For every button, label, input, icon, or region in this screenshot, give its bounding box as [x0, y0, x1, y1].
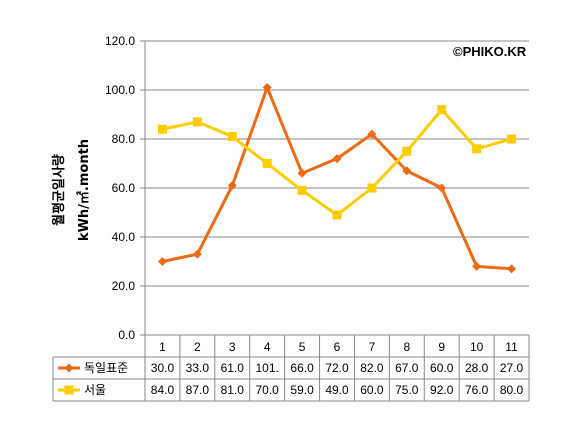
data-table-value: 60.0: [430, 361, 454, 375]
data-point-diamond: [472, 261, 482, 271]
y-tick-label: 40.0: [112, 230, 136, 244]
data-table-value: 72.0: [325, 361, 349, 375]
x-tick-label: 1: [159, 340, 166, 354]
data-point-diamond: [262, 83, 272, 93]
data-table-value: 76.0: [465, 383, 489, 397]
data-point-square: [367, 183, 377, 193]
data-table-value: 33.0: [186, 361, 210, 375]
data-point-diamond: [332, 154, 342, 164]
watermark: ©PHIKO.KR: [453, 44, 527, 59]
data-table-value: 87.0: [186, 383, 210, 397]
data-table-value: 82.0: [360, 361, 384, 375]
data-table-value: 84.0: [151, 383, 175, 397]
data-point-diamond: [157, 257, 167, 266]
x-tick-label: 4: [264, 340, 271, 354]
y-tick-label: 20.0: [112, 279, 136, 293]
data-point-square: [64, 385, 74, 395]
grid-layer: 0.0 20.0 40.0 60.0 80.0 100.0 120.0: [105, 34, 529, 342]
data-point-diamond: [64, 363, 74, 373]
x-tick-label: 10: [470, 340, 484, 354]
data-point-diamond: [402, 166, 412, 176]
data-table: 1 2 3 4 5 6 7 8 9 10 11 독일표준 30.0 33.0 61.0 101. 66.0 72.…: [52, 335, 530, 402]
data-table-value: 101.: [256, 361, 279, 375]
data-point-square: [262, 159, 272, 168]
data-point-diamond: [192, 249, 202, 259]
data-table-value: 59.0: [290, 383, 314, 397]
x-tick-label: 7: [369, 340, 376, 354]
data-table-value: 49.0: [325, 383, 349, 397]
series-line-0: [162, 86, 512, 271]
data-table-value: 67.0: [395, 361, 419, 375]
data-point-square: [437, 105, 447, 115]
data-table-value: 27.0: [500, 361, 524, 375]
data-point-diamond: [507, 264, 517, 274]
x-tick-label: 8: [403, 340, 410, 354]
y-tick-label: 80.0: [112, 132, 136, 146]
y-tick-label: 100.0: [105, 83, 135, 97]
y-axis-label-line1: 월평균일사량: [51, 154, 67, 226]
x-tick-label: 5: [299, 340, 306, 354]
data-point-square: [332, 210, 342, 220]
data-point-diamond: [437, 183, 447, 193]
y-tick-label: 120.0: [105, 34, 135, 48]
data-table-value: 61.0: [221, 361, 245, 375]
data-table-value: 70.0: [256, 383, 280, 397]
series-layer: [157, 83, 517, 274]
data-point-diamond: [227, 181, 237, 191]
data-table-value: 66.0: [290, 361, 314, 375]
data-point-diamond: [367, 129, 377, 139]
data-table-value: 28.0: [465, 361, 489, 375]
x-tick-label: 6: [334, 340, 341, 354]
data-point-square: [472, 144, 482, 154]
data-point-square: [402, 146, 412, 156]
x-tick-label: 3: [229, 340, 236, 354]
x-tick-label: 11: [505, 340, 518, 354]
data-point-square: [297, 185, 307, 195]
data-point-square: [227, 132, 237, 142]
legend-entry-label: 독일표준: [84, 361, 128, 375]
data-table-value: 75.0: [395, 383, 419, 397]
data-table-value: 80.0: [500, 383, 524, 397]
y-tick-label: 0.0: [118, 328, 135, 342]
data-point-square: [157, 124, 167, 134]
data-table-value: 81.0: [221, 383, 245, 397]
x-tick-label: 9: [438, 340, 445, 354]
data-table-value: 60.0: [360, 383, 384, 397]
y-tick-label: 60.0: [112, 181, 136, 195]
data-table-value: 30.0: [151, 361, 175, 375]
y-axis-label-line2: kWh/㎡.month: [76, 139, 92, 241]
legend-entry-label: 서울: [84, 383, 106, 397]
data-point-diamond: [297, 168, 307, 178]
data-table-value: 92.0: [430, 383, 454, 397]
x-tick-label: 2: [194, 340, 201, 354]
data-point-square: [507, 134, 517, 144]
data-point-square: [192, 117, 202, 127]
